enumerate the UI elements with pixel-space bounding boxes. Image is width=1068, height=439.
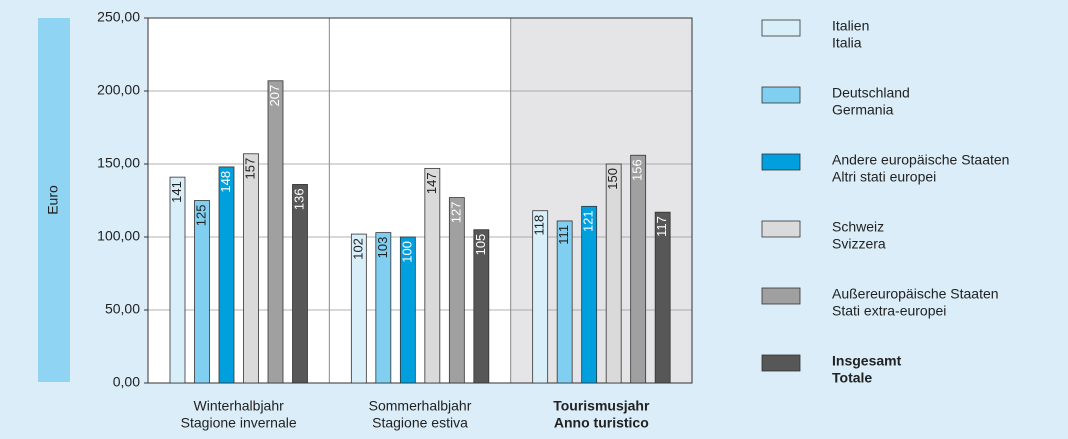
legend-label: Außereuropäische Staaten [832,286,999,302]
bar [218,166,235,384]
y-tick-label: 250,00 [97,9,140,25]
legend-label: Altri stati europei [832,169,936,185]
legend-swatch [761,153,801,171]
bar [630,154,647,384]
value-label: 121 [581,210,596,232]
value-label: 147 [424,172,439,194]
bar [243,153,259,384]
value-label: 118 [532,215,547,236]
value-label: 127 [448,202,463,224]
value-label: 103 [375,237,390,259]
x-tick-label: Stagione estiva [372,415,468,431]
bar [424,167,441,384]
value-label: 117 [654,216,669,237]
legend-label: Italien [832,18,869,34]
legend-swatch [761,287,801,305]
x-tick-label: Winterhalbjahr [194,398,285,414]
value-label: 102 [350,238,365,260]
bar [532,210,549,384]
legend-label: Andere europäische Staaten [832,152,1009,168]
legend-swatch [761,220,801,238]
y-tick-label: 200,00 [97,82,140,98]
y-tick-label: 150,00 [97,155,140,171]
value-label: 148 [218,171,233,193]
value-label: 141 [169,181,184,203]
bar [473,229,490,384]
legend-swatch [761,19,801,37]
bar [556,220,573,384]
x-tick-label: Stagione invernale [181,415,297,431]
bar [581,205,598,384]
value-label: 157 [242,158,257,180]
value-label: 125 [193,205,208,227]
legend-swatch [761,86,801,104]
y-tick-label: 100,00 [97,228,140,244]
legend-label: Insgesamt [832,353,902,369]
value-label: 150 [605,168,620,190]
axis-band [38,18,70,382]
legend-label: Germania [832,102,894,118]
value-label: 111 [556,225,571,245]
bar [375,232,392,384]
legend-label: Svizzera [832,236,886,252]
bar [194,200,210,384]
value-label: 156 [630,159,645,181]
plot-border [147,17,693,384]
bar [292,184,308,384]
x-tick-label: Sommerhalbjahr [369,398,472,414]
y-tick-label: 0,00 [113,374,140,390]
bar [267,80,284,384]
bar [654,211,671,384]
bar [350,233,367,384]
legend-label: Schweiz [832,219,884,235]
bar [399,236,416,384]
x-tick-label: Tourismusjahr [553,398,650,414]
bar [169,176,186,384]
y-tick-label: 50,00 [105,301,140,317]
bar [448,197,465,384]
bar [605,163,622,384]
legend-swatch [761,354,801,372]
value-label: 105 [473,234,488,256]
legend-label: Stati extra-europei [832,303,946,319]
y-axis-title: Euro [45,185,61,215]
x-tick-label: Anno turistico [554,415,649,431]
value-label: 100 [399,241,414,263]
value-label: 207 [267,85,282,107]
legend-label: Italia [832,35,862,51]
value-label: 136 [291,188,306,210]
legend-label: Totale [832,370,872,386]
legend-label: Deutschland [832,85,910,101]
